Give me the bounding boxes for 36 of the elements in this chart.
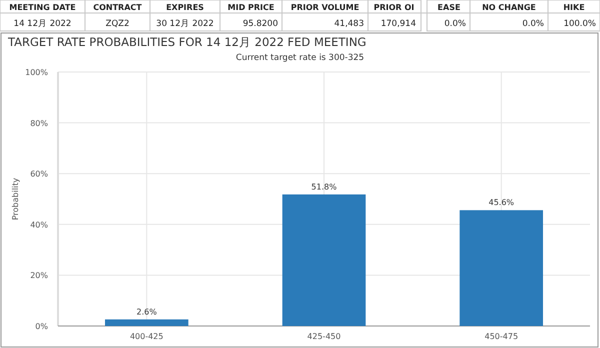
text: 95.8200: [242, 19, 278, 29]
data-label: 45.6%: [488, 198, 514, 208]
x-tick-label: 425-450: [307, 332, 341, 341]
category-label: EXPIRES: [166, 3, 204, 12]
y-tick-label: 20%: [30, 271, 48, 280]
text: 100.0%: [564, 19, 596, 29]
data-label: 2.6%: [136, 307, 158, 316]
bar: [282, 194, 366, 326]
text: ZQZ2: [106, 19, 130, 29]
text: 0.0%: [522, 19, 544, 29]
bar: [460, 210, 544, 326]
y-tick-label: 0%: [35, 322, 48, 331]
y-tick-label: 100%: [25, 68, 48, 77]
y-tick-label: 80%: [30, 118, 48, 128]
text: 41,483: [334, 19, 364, 29]
bar: [104, 319, 188, 326]
category-label: PRIOR OI: [374, 3, 414, 12]
y-axis-title: Probability: [11, 178, 20, 220]
y-tick-label: 60%: [30, 170, 48, 179]
category-label: MID PRICE: [228, 3, 274, 12]
category-label: HIKE: [563, 3, 585, 12]
category-label: PRIOR VOLUME: [290, 3, 360, 12]
text: 170,914: [380, 19, 416, 29]
chart-title: TARGET RATE PROBABILITIES FOR 14 12月 2022 FED MEETING: [7, 35, 366, 49]
category-label: NO CHANGE: [482, 3, 536, 12]
text: 30 12月 2022: [156, 19, 214, 29]
text: 14 12月 2022: [14, 19, 72, 29]
x-tick-label: 400-425: [130, 332, 164, 341]
x-tick-label: 450-475: [484, 332, 518, 341]
category-label: MEETING DATE: [9, 3, 76, 12]
category-label: EASE: [438, 3, 460, 12]
y-tick-label: 40%: [30, 220, 48, 230]
data-label: 51.8%: [311, 182, 338, 192]
text: 0.0%: [444, 19, 466, 29]
category-label: CONTRACT: [93, 3, 142, 12]
chart-subtitle: Current target rate is 300-325: [236, 53, 364, 63]
